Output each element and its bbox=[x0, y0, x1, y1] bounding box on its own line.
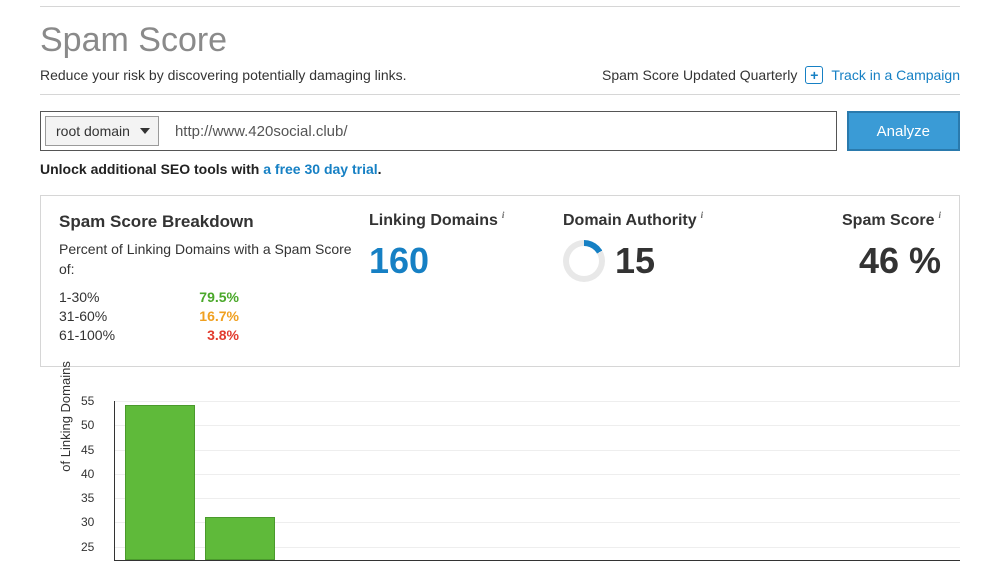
page-title: Spam Score bbox=[40, 21, 960, 60]
metric-label: Domain Authority bbox=[563, 212, 697, 230]
metric-value: 15 bbox=[615, 240, 655, 282]
breakdown-range-row: 31-60%16.7% bbox=[59, 308, 359, 324]
breakdown-range-row: 61-100%3.8% bbox=[59, 327, 359, 343]
bar bbox=[125, 405, 195, 560]
unlock-text: Unlock additional SEO tools with a free … bbox=[40, 161, 960, 177]
free-trial-link[interactable]: a free 30 day trial bbox=[263, 161, 377, 177]
gridline bbox=[115, 425, 960, 426]
breakdown-heading: Spam Score Breakdown bbox=[59, 212, 359, 232]
range-label: 1-30% bbox=[59, 289, 179, 305]
metric-spam-score: Spam Score i 46 % bbox=[757, 212, 941, 346]
metric-value: 160 bbox=[369, 240, 553, 282]
breakdown-subheading: Percent of Linking Domains with a Spam S… bbox=[59, 240, 359, 279]
page-subtitle: Reduce your risk by discovering potentia… bbox=[40, 67, 407, 83]
info-icon[interactable]: i bbox=[938, 210, 941, 220]
chevron-down-icon bbox=[140, 128, 150, 134]
metric-linking-domains: Linking Domains i 160 bbox=[369, 212, 553, 346]
y-axis-label: of Linking Domains bbox=[58, 361, 73, 472]
metric-value: 46 % bbox=[757, 240, 941, 282]
y-tick: 45 bbox=[81, 443, 94, 457]
info-icon[interactable]: i bbox=[701, 210, 704, 220]
metric-label: Linking Domains bbox=[369, 212, 498, 230]
search-row: root domain Analyze bbox=[40, 111, 960, 151]
breakdown-range-row: 1-30%79.5% bbox=[59, 289, 359, 305]
breakdown-ranges: 1-30%79.5%31-60%16.7%61-100%3.8% bbox=[59, 289, 359, 343]
gridline bbox=[115, 450, 960, 451]
y-tick: 25 bbox=[81, 540, 94, 554]
updated-text: Spam Score Updated Quarterly bbox=[602, 67, 797, 83]
range-label: 31-60% bbox=[59, 308, 179, 324]
range-label: 61-100% bbox=[59, 327, 179, 343]
subtitle-row: Reduce your risk by discovering potentia… bbox=[40, 66, 960, 95]
breakdown-section: Spam Score Breakdown Percent of Linking … bbox=[59, 212, 359, 346]
metrics-panel: Spam Score Breakdown Percent of Linking … bbox=[40, 195, 960, 367]
chart-plot: 25303540455055 bbox=[114, 401, 960, 561]
analyze-button[interactable]: Analyze bbox=[847, 111, 960, 151]
bar bbox=[205, 517, 275, 561]
metric-label: Spam Score bbox=[842, 212, 934, 230]
top-divider bbox=[40, 6, 960, 7]
gridline bbox=[115, 498, 960, 499]
gridline bbox=[115, 401, 960, 402]
y-tick: 30 bbox=[81, 515, 94, 529]
y-tick: 50 bbox=[81, 418, 94, 432]
range-value: 16.7% bbox=[179, 308, 239, 324]
y-tick: 35 bbox=[81, 491, 94, 505]
bar-chart: of Linking Domains 25303540455055 bbox=[40, 401, 960, 581]
scope-label: root domain bbox=[56, 123, 130, 139]
range-value: 79.5% bbox=[179, 289, 239, 305]
range-value: 3.8% bbox=[179, 327, 239, 343]
unlock-suffix: . bbox=[378, 161, 382, 177]
info-icon[interactable]: i bbox=[502, 210, 505, 220]
plus-icon[interactable]: + bbox=[805, 66, 823, 84]
gridline bbox=[115, 474, 960, 475]
unlock-prefix: Unlock additional SEO tools with bbox=[40, 161, 263, 177]
scope-select[interactable]: root domain bbox=[45, 116, 159, 146]
da-ring-chart bbox=[563, 240, 605, 282]
y-tick: 55 bbox=[81, 394, 94, 408]
metric-domain-authority: Domain Authority i 15 bbox=[563, 212, 747, 346]
y-tick: 40 bbox=[81, 467, 94, 481]
track-campaign-link[interactable]: Track in a Campaign bbox=[831, 67, 960, 83]
url-input[interactable] bbox=[163, 112, 836, 150]
search-input-wrap: root domain bbox=[40, 111, 837, 151]
